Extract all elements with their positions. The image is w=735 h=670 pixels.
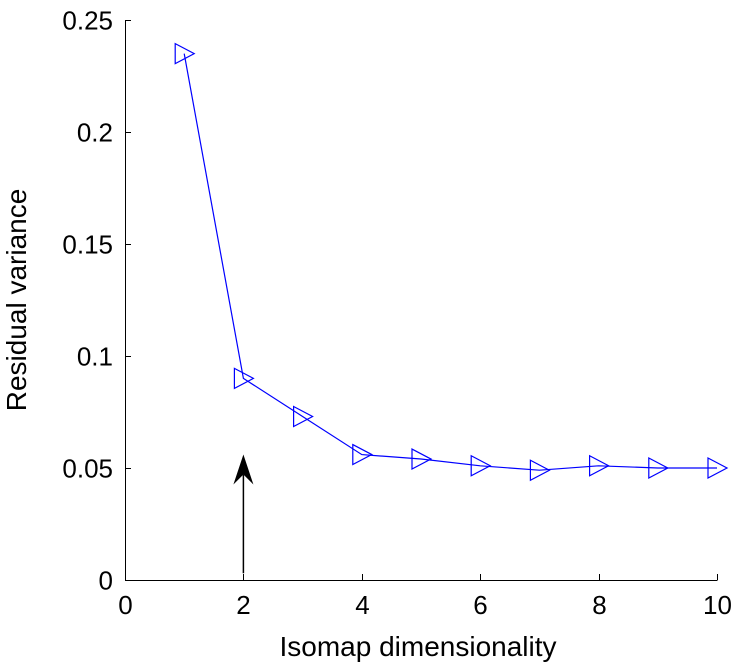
x-axis-title: Isomap dimensionality (279, 631, 556, 662)
arrow-head (233, 454, 254, 485)
data-point-marker (352, 443, 374, 466)
data-point-marker (589, 454, 610, 477)
data-point-marker (174, 42, 196, 65)
y-tick-label: 0.15 (62, 230, 113, 260)
x-tick-label: 0 (118, 590, 132, 620)
tick-labels: 0 2 4 6 8 10 0 0.05 0.1 0.15 0.2 0.25 (62, 6, 732, 621)
x-tick-label: 2 (236, 590, 250, 620)
data-series (174, 42, 729, 482)
data-point-marker (648, 457, 670, 479)
axes (125, 20, 718, 581)
y-tick-label: 0.1 (77, 342, 113, 372)
y-axis-title: Residual variance (1, 189, 32, 412)
annotations (233, 454, 254, 574)
x-tick-label: 8 (592, 590, 606, 620)
x-tick-label: 10 (703, 590, 732, 620)
data-point-marker (529, 459, 551, 482)
data-point-marker (293, 405, 314, 428)
series-line-0 (183, 53, 717, 471)
data-point-marker (233, 367, 255, 390)
data-point-marker (470, 454, 492, 477)
y-tick-label: 0.05 (62, 454, 113, 484)
axis-ticks (125, 20, 718, 581)
y-tick-label: 0.2 (77, 118, 113, 148)
x-tick-label: 6 (473, 590, 487, 620)
y-tick-label: 0 (99, 566, 113, 596)
x-tick-label: 4 (355, 590, 369, 620)
y-tick-label: 0.25 (62, 6, 113, 36)
plot-frame-left-bottom (125, 20, 718, 581)
data-point-marker (411, 448, 433, 471)
data-point-marker (707, 457, 729, 479)
